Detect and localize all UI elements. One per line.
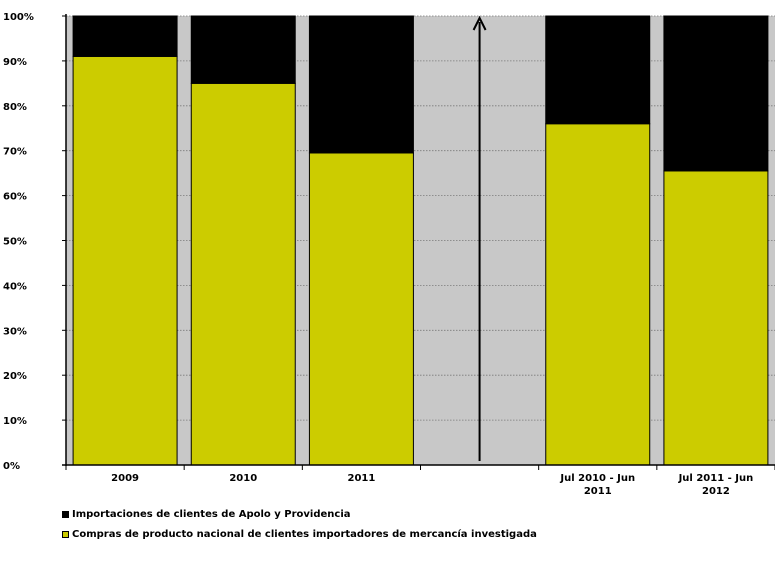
bar-imports-5 [663,15,769,172]
y-tick-label: 20% [3,371,27,382]
bar-imports-2 [308,15,414,154]
y-tick-labels: 0% 10% 20% 30% 40% 50% 60% 70% 80% 90% 100% [3,12,34,472]
bar-domestic-5 [663,170,769,466]
y-tick-label: 0% [3,461,20,472]
y-tick-label: 10% [3,416,27,427]
separator-arrow-head [472,15,487,31]
legend-item-domestic: Compras de producto nacional de clientes… [62,529,537,540]
y-tick-label: 40% [3,281,27,292]
bar-domestic-1 [190,82,296,466]
y-tick-label: 30% [3,326,27,337]
bar-domestic-0 [72,55,178,466]
y-tick-label: 90% [3,57,27,68]
x-tick-labels: 2009 2010 2011 Jul 2010 - Jun 2011 Jul 2011 -… [111,473,753,497]
legend-label-domestic: Compras de producto nacional de clientes… [72,529,537,540]
legend-swatch-imports [62,511,69,518]
x-tick-label: 2011 [584,486,612,497]
x-tick-label: Jul 2010 - Jun [559,473,635,484]
y-tick-label: 50% [3,237,27,248]
bar-imports-4 [545,15,651,125]
bar-imports-0 [72,15,178,57]
y-tick-label: 60% [3,192,27,203]
bar-imports-1 [190,15,296,84]
bar-domestic-2 [308,152,414,466]
legend-swatch-domestic [62,531,69,538]
x-tick-label: 2011 [347,473,375,484]
x-tick-label: Jul 2011 - Jun [678,473,754,484]
x-tick-label: 2009 [111,473,139,484]
bars [72,15,769,466]
axes [62,14,775,470]
y-tick-label: 100% [3,12,34,23]
separator-band [472,15,487,461]
x-tick-label: 2012 [702,486,730,497]
x-tick-label: 2010 [229,473,257,484]
y-tick-label: 70% [3,147,27,158]
gridlines [66,15,775,421]
legend-item-imports: Importaciones de clientes de Apolo y Pro… [62,509,351,520]
bar-domestic-4 [545,123,651,466]
legend-label-imports: Importaciones de clientes de Apolo y Pro… [72,509,351,520]
y-tick-label: 80% [3,102,27,113]
